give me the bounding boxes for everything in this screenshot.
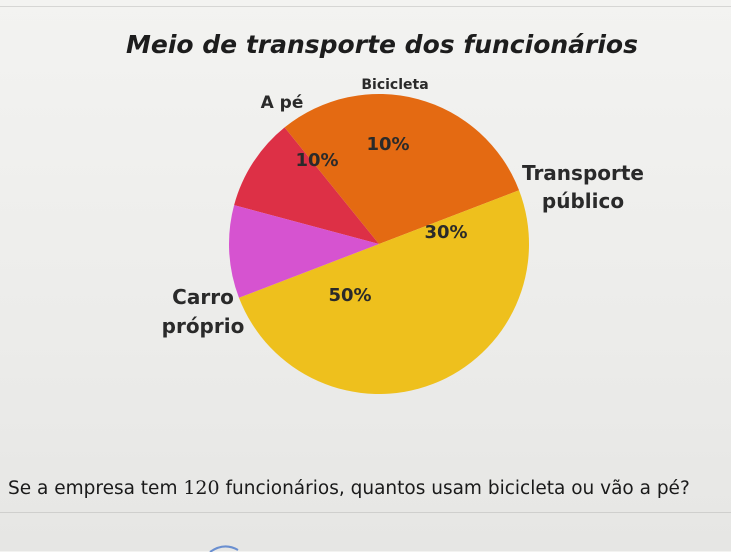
pie-slice-2 (284, 93, 520, 245)
slice-label-4: A pé (261, 93, 304, 113)
slice-value-4: 10% (295, 150, 338, 171)
answer-area-decoration (209, 545, 239, 552)
pie-labels: Bicicleta 10% Transporte público 30% Carro pró… (162, 77, 644, 338)
chart-title: Meio de transporte dos funcionários (126, 30, 638, 59)
top-divider (0, 6, 731, 7)
bottom-divider (0, 512, 731, 513)
slice-value-2: 30% (424, 222, 467, 243)
question-number: 120 (183, 477, 220, 499)
question-prefix: Se a empresa tem (8, 478, 184, 499)
slice-value-3: 50% (328, 285, 371, 306)
pie-slice-1 (234, 127, 379, 244)
pie-slice-3 (238, 190, 530, 395)
pie-slices (228, 93, 530, 395)
slice-label-2: Transporte público (522, 161, 644, 213)
pie-chart: Meio de transporte dos funcionários Bici… (126, 30, 644, 395)
answer-curve-decoration (209, 545, 239, 552)
question-suffix: funcionários, quantos usam bicicleta ou … (219, 478, 690, 499)
slice-label-3: Carro próprio (162, 285, 245, 338)
question-text: Se a empresa tem 120 funcionários, quant… (8, 477, 731, 499)
pie-slice-4 (228, 205, 379, 298)
slice-value-1: 10% (366, 134, 409, 155)
slice-label-1: Bicicleta (361, 77, 428, 93)
